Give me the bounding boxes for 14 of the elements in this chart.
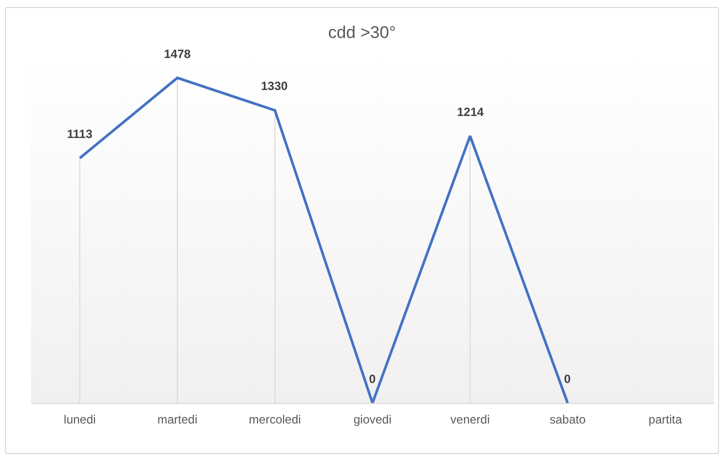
x-tick-label: giovedi — [353, 412, 392, 426]
x-tick-label: sabato — [550, 412, 586, 426]
data-label: 0 — [369, 372, 376, 386]
x-tick-label: partita — [648, 412, 682, 426]
x-tick-label: mercoledi — [248, 412, 301, 426]
data-label: 1330 — [261, 79, 288, 93]
data-label: 0 — [564, 372, 571, 386]
data-label: 1113 — [67, 127, 93, 141]
data-label: 1214 — [457, 105, 484, 119]
x-tick-label: martedi — [157, 412, 198, 426]
x-tick-label: lunedi — [64, 412, 96, 426]
data-label: 1478 — [164, 47, 192, 61]
chart-title: cdd >30° — [328, 22, 396, 42]
x-tick-label: venerdi — [450, 412, 490, 426]
